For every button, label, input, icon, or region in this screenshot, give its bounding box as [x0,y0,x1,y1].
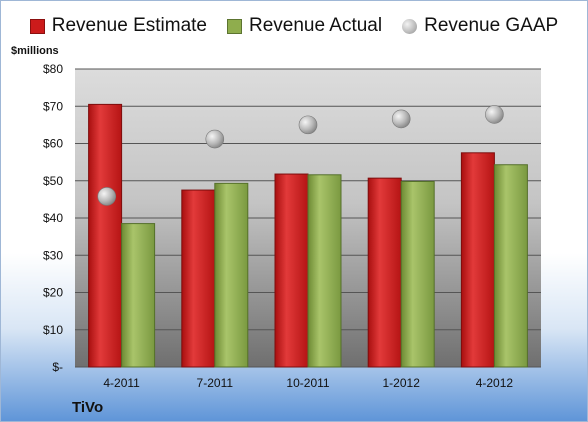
bar-revenue-actual [400,180,435,368]
revenue-estimate-swatch [29,18,45,34]
x-tick-label: 7-2011 [197,376,234,390]
bar-revenue-estimate [460,152,495,368]
legend-item-revenue-estimate: Revenue Estimate [29,15,207,37]
company-label: TiVo [72,399,104,416]
y-axis-unit-label: $millions [11,45,59,57]
bar-revenue-actual [121,223,156,368]
y-tick-label: $70 [43,99,63,113]
x-tick-label: 4-2011 [103,376,140,390]
point-revenue-gaap [205,129,225,149]
y-tick-label: $50 [43,174,63,188]
legend-label-revenue-estimate: Revenue Estimate [51,15,207,36]
legend-item-revenue-gaap: Revenue GAAP [402,15,558,37]
y-tick-label: $80 [43,62,63,76]
revenue-gaap-swatch [402,18,418,34]
bar-revenue-actual [307,174,342,368]
bar-revenue-estimate [274,173,309,368]
bar-revenue-actual [214,182,249,368]
legend-label-revenue-gaap: Revenue GAAP [424,15,559,36]
y-tick-label: $30 [43,248,63,262]
y-tick-label: $40 [43,211,63,225]
bar-revenue-estimate [181,189,216,368]
legend-label-revenue-actual: Revenue Actual [249,15,383,36]
x-tick-label: 10-2011 [286,376,329,390]
point-revenue-gaap [391,109,411,129]
point-revenue-gaap [485,105,504,124]
x-tick-label: 1-2012 [383,376,421,390]
bar-revenue-estimate [367,177,402,368]
legend-item-revenue-actual: Revenue Actual [227,15,382,37]
y-tick-label: $- [52,360,63,374]
legend: Revenue Estimate Revenue Actual Revenue … [1,15,587,37]
y-tick-label: $60 [43,137,63,151]
x-tick-label: 4-2012 [476,376,514,390]
revenue-actual-swatch [227,18,242,34]
bar-revenue-actual [493,164,528,368]
y-tick-label: $20 [43,286,63,300]
bar-revenue-estimate [88,103,123,368]
y-tick-label: $10 [43,323,63,337]
point-revenue-gaap [97,187,117,206]
point-revenue-gaap [298,115,318,135]
